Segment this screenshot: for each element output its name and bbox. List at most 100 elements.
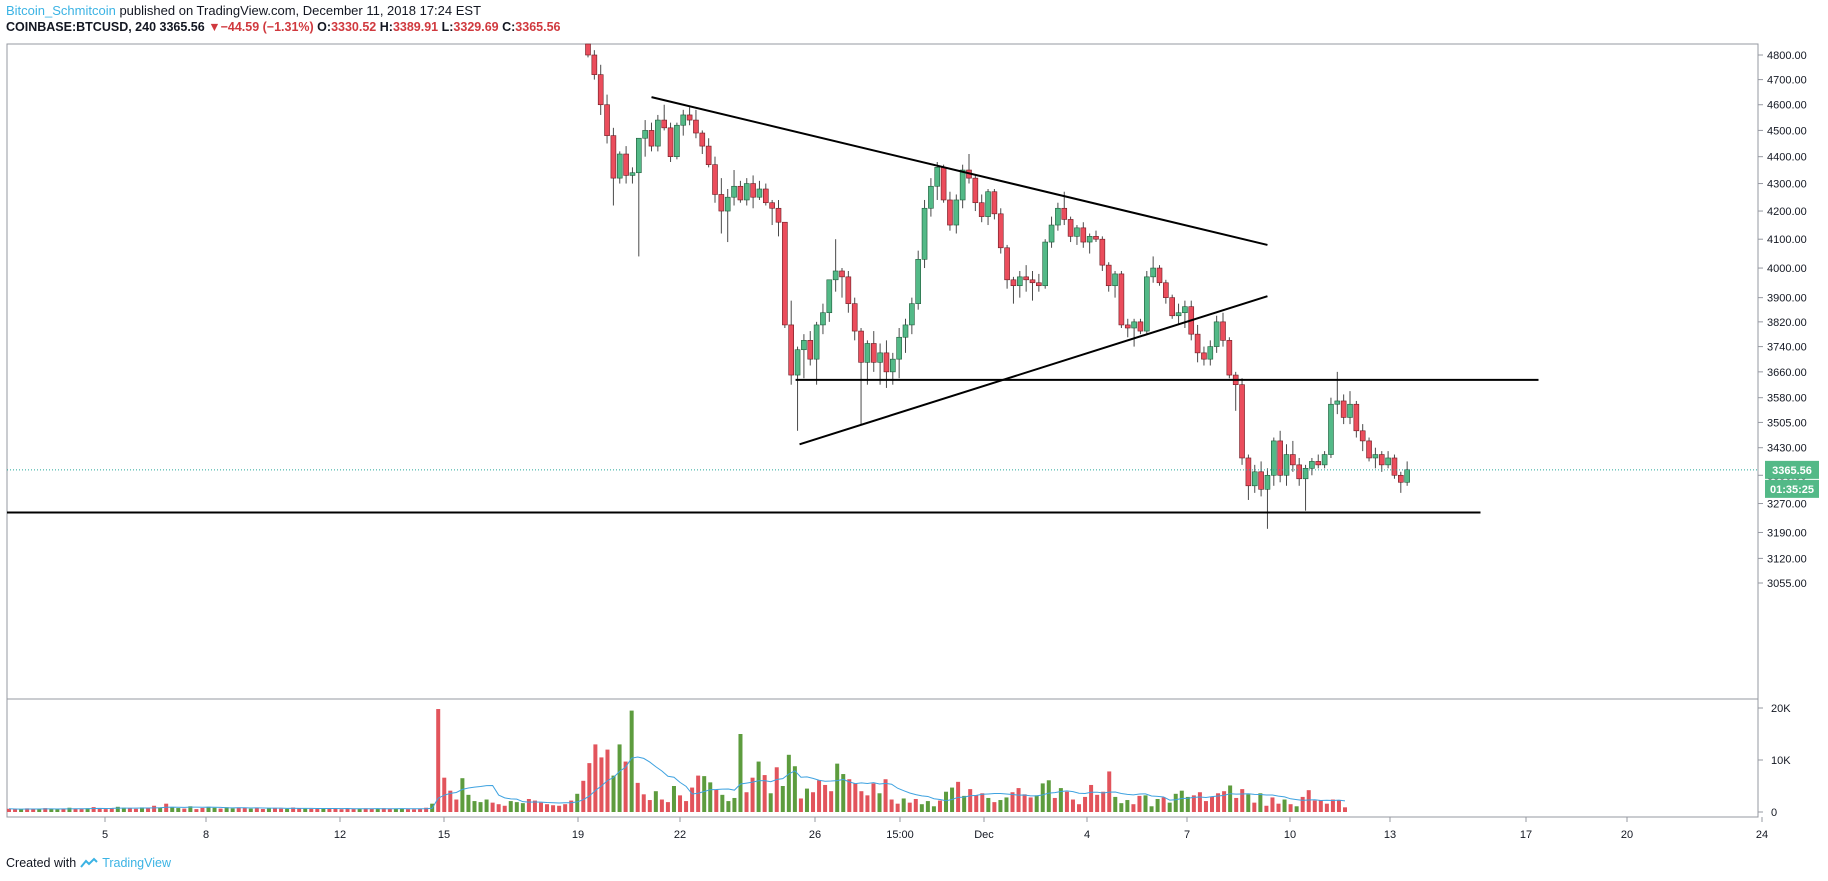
candle-body [1353, 403, 1360, 432]
drawings[interactable] [7, 96, 1539, 514]
volume-bar [629, 710, 634, 812]
time-tick-label: 15 [438, 829, 450, 841]
volume-bar [617, 744, 622, 812]
volume-bar [635, 782, 640, 812]
volume-bar [557, 805, 562, 812]
volume-bar [732, 797, 737, 812]
author-link[interactable]: Bitcoin_Schmitcoin [6, 3, 116, 18]
volume-bar [647, 800, 652, 812]
volume-bar [678, 795, 683, 812]
volume-bar [1143, 795, 1148, 812]
volume-bar [1022, 794, 1027, 812]
volume-bar [103, 809, 108, 812]
candle-body [1302, 468, 1309, 480]
candle-body [731, 185, 737, 198]
volume-bar [85, 808, 90, 812]
volume-bar [744, 792, 749, 812]
candle-body [762, 188, 769, 204]
countdown-tag-text: 01:35:25 [1770, 484, 1814, 496]
volume-bar [919, 804, 924, 812]
candle-body [1378, 454, 1385, 466]
candle-body [858, 330, 864, 363]
volume-bar [387, 808, 392, 812]
volume-bar [158, 807, 163, 812]
volume-axis[interactable]: 20K 10K 0 [1758, 703, 1791, 819]
volume-bar [1010, 792, 1015, 812]
candle-body [902, 324, 909, 338]
price-tick-label: 3580.00 [1767, 393, 1807, 405]
candle-body [1099, 238, 1106, 266]
candle-body [1201, 352, 1207, 360]
last-price-tag: 3365.56 [1765, 460, 1819, 479]
candle-body [1182, 306, 1188, 314]
price-tick-label: 4200.00 [1767, 206, 1807, 218]
candle-body [1023, 276, 1029, 281]
volume-bar [792, 766, 797, 812]
volume-bar [1288, 804, 1293, 812]
volume-bar [1222, 791, 1227, 812]
volume-bar [1264, 805, 1269, 812]
candle-body [1385, 457, 1391, 466]
volume-bar [1324, 803, 1329, 812]
volume-bar [436, 709, 441, 812]
high-label: H: [379, 20, 393, 34]
candle-body [1245, 457, 1252, 487]
candle-body [788, 324, 795, 376]
volume-bar [1203, 801, 1208, 812]
volume-bar [206, 806, 211, 812]
candle-body [1251, 471, 1258, 487]
candle-body [832, 270, 839, 281]
volume-bar [1270, 797, 1275, 812]
candle-body [667, 127, 674, 157]
volume-bar [774, 767, 779, 812]
candle-body [1391, 457, 1398, 476]
lower-trendline[interactable] [799, 295, 1268, 446]
publish-line: Bitcoin_Schmitcoin published on TradingV… [6, 3, 560, 19]
volume-bar [853, 783, 858, 812]
candle-body [851, 303, 858, 332]
price-tick-label: 3660.00 [1767, 367, 1807, 379]
volume-bar [871, 783, 876, 812]
volume-bar [1155, 799, 1160, 812]
volume-bar [448, 790, 453, 812]
volume-bar [339, 809, 344, 812]
volume-bar [393, 808, 398, 812]
tradingview-brand-link[interactable]: TradingView [102, 856, 171, 870]
candle-body [1277, 440, 1283, 476]
volume-bar [254, 807, 259, 812]
candle-body [623, 153, 629, 176]
volume-bar [49, 808, 54, 812]
volume-bar [913, 799, 918, 812]
volume-bar [1131, 804, 1136, 812]
candle-body [1093, 236, 1099, 240]
price-tick-label: 4400.00 [1767, 152, 1807, 164]
time-axis[interactable]: 5 8 12 15 19 22 26 15:00 Dec 4 7 10 13 17 20 24 [102, 817, 1768, 841]
candle-body [750, 183, 756, 198]
volume-bar [146, 808, 151, 812]
volume-bar [182, 808, 187, 812]
volume-bar [895, 803, 900, 812]
candle-body [889, 358, 896, 373]
last-price-tag-bg [1765, 460, 1819, 479]
price-pane-frame [6, 43, 1759, 700]
upper-trendline[interactable] [651, 96, 1268, 246]
volume-bar [671, 786, 676, 812]
candle-body [1004, 247, 1010, 281]
candle-body [1016, 276, 1023, 287]
candle-body [947, 199, 953, 226]
volume-bar [333, 808, 338, 812]
price-axis[interactable]: 4800.00 4700.00 4600.00 4500.00 4400.00 4300.… [1758, 50, 1807, 590]
volume-bar [563, 804, 568, 812]
volume-bar [25, 808, 30, 812]
candle-body [743, 183, 750, 201]
time-tick-label: Dec [974, 829, 994, 841]
volume-bar [170, 807, 175, 812]
candle-body [1055, 207, 1061, 226]
candle-body [597, 74, 604, 106]
volume-bar [496, 804, 501, 812]
volume-bar [980, 793, 985, 812]
candle-body [705, 145, 712, 165]
time-tick-label: 26 [809, 829, 821, 841]
created-with-label: Created with [6, 856, 77, 870]
